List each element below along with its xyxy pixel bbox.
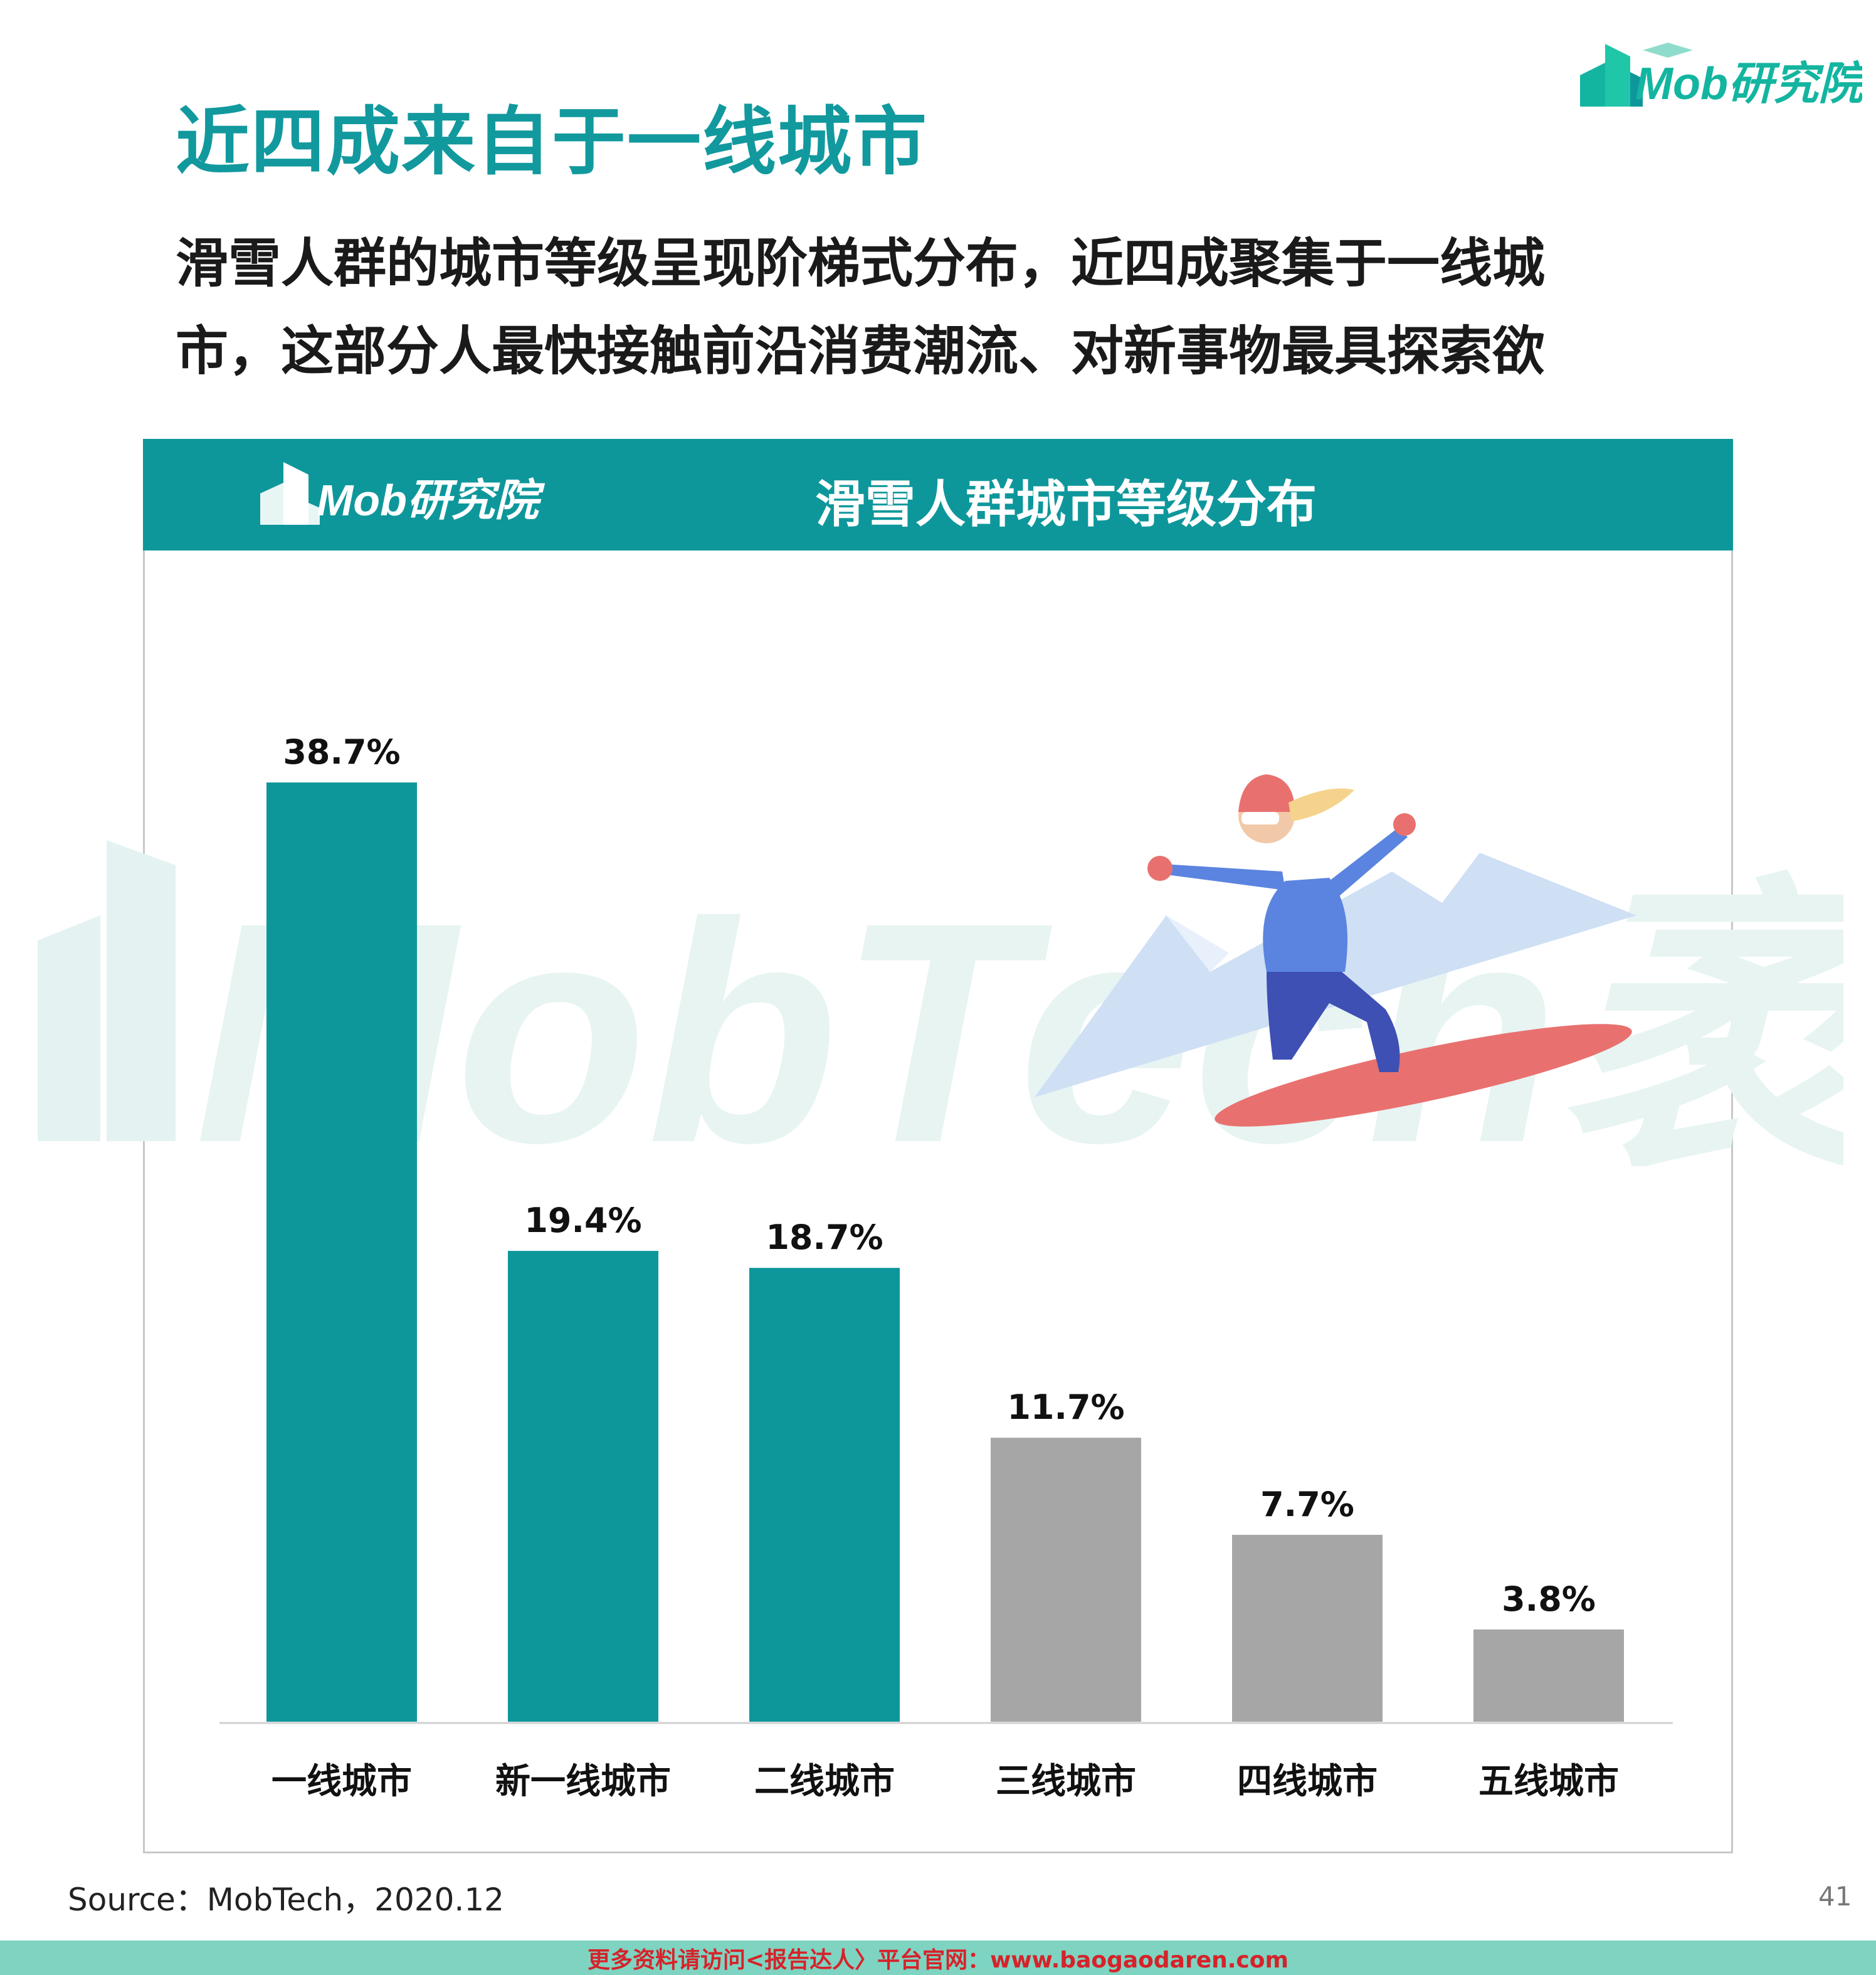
bar-5 [1232,1534,1383,1722]
page-subtitle: 滑雪人群的城市等级呈现阶梯式分布，近四成聚集于一线城市，这部分人最快接触前沿消费… [176,233,1546,382]
chart-title: 滑雪人群城市等级分布 [815,475,1317,534]
data-label-6: 3.8% [1502,1579,1596,1619]
data-label-2: 19.4% [524,1201,641,1240]
snowboarder-illustration [1035,774,1636,1127]
page-number: 41 [1818,1881,1852,1912]
bar-1 [266,782,417,1722]
panel-logo: Mob研究院 [260,462,545,525]
panel-logo-text: Mob研究院 [317,476,545,525]
data-label-5: 7.7% [1260,1485,1354,1524]
x-tick-label-6: 五线城市 [1478,1761,1619,1802]
x-tick-label-2: 新一线城市 [495,1761,671,1802]
bars-group: 38.7% 一线城市 19.4% 新一线城市 18.7% 二线城市 11.7% 三线城市 7.7… [266,732,1624,1802]
data-label-1: 38.7% [283,732,400,772]
data-label-3: 18.7% [766,1218,883,1257]
snowboard [1215,1024,1632,1127]
page-title: 近四成来自于一线城市 [176,98,929,185]
x-tick-label-3: 二线城市 [754,1761,895,1802]
mob-research-logo: Mob研究院 [1580,43,1862,109]
data-label-4: 11.7% [1007,1388,1124,1427]
bar-6 [1473,1629,1624,1722]
footer-bar [0,1941,1876,1975]
x-tick-label-4: 三线城市 [996,1761,1136,1802]
bar-4 [991,1438,1141,1722]
x-tick-label-1: 一线城市 [271,1761,412,1802]
x-tick-label-5: 四线城市 [1237,1761,1378,1802]
bar-3 [749,1268,900,1722]
footer-link-text[interactable]: 更多资料请访问<报告达人〉平台官网：www.baogaodaren.com [587,1947,1289,1973]
chart-panel-header [143,439,1733,550]
source-note: Source：MobTech，2020.12 [68,1882,504,1918]
logo-text: Mob研究院 [1635,59,1862,109]
bar-2 [508,1251,658,1722]
